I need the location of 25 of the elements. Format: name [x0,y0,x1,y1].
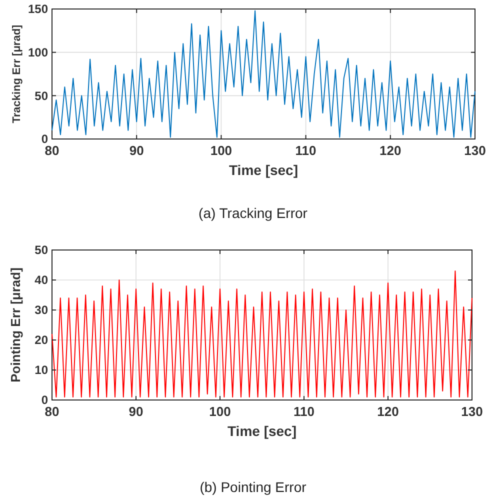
x-tick-label: 100 [209,404,231,419]
x-tick-label: 90 [128,404,144,419]
y-tick-label: 20 [34,333,48,348]
x-tick-label: 100 [210,143,232,158]
x-tick-label: 130 [461,404,483,419]
y-tick-label: 100 [28,46,48,60]
y-tick-label: 50 [34,243,48,258]
y-tick-label: 40 [34,273,48,288]
x-tick-label: 110 [294,404,314,419]
text: (a) Tracking Error [198,205,308,221]
x-tick-label: 110 [295,143,316,158]
x-axis-title: Time [sec] [229,162,298,178]
y-axis-title: Tracking Err [μrad] [11,24,23,124]
x-tick-label: 90 [129,143,144,158]
y-tick-label: 50 [34,88,48,103]
x-tick-label: 130 [464,143,486,158]
x-axis-title: Time [sec] [228,423,296,439]
x-tick-label: 120 [377,404,399,419]
y-tick-label: 10 [34,363,48,378]
text: (b) Pointing Error [200,479,307,495]
line-series [52,270,472,398]
y-tick-label: 30 [34,303,48,318]
y-tick-label: 150 [28,2,48,16]
x-tick-label: 120 [380,143,402,158]
y-axis-title: Pointing Err [μrad] [8,268,23,382]
